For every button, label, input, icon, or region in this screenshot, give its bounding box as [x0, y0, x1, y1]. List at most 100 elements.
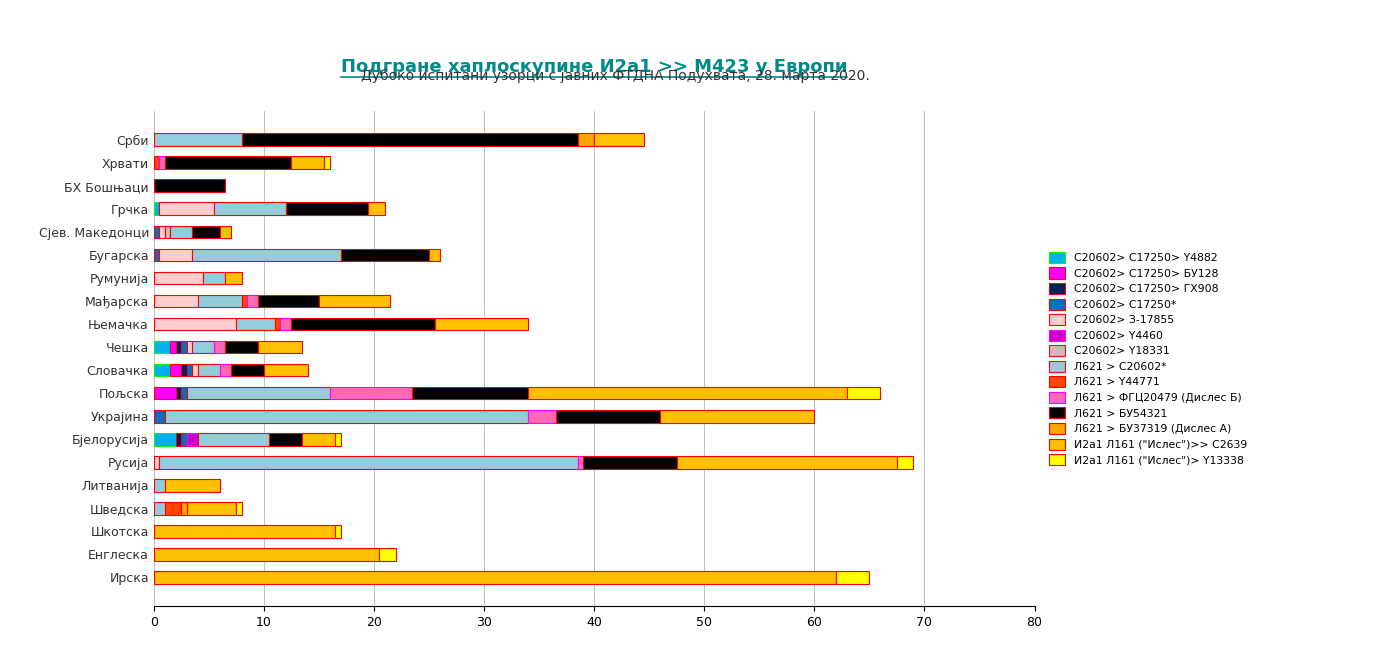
Bar — [154, 226, 159, 238]
Bar — [341, 248, 429, 261]
Bar — [165, 226, 171, 238]
Text: Дубоко испитани узорци с јавних ФТДНА Подухвата, 28. марта 2020.: Дубоко испитани узорци с јавних ФТДНА По… — [361, 68, 870, 83]
Bar — [281, 318, 291, 331]
Bar — [154, 248, 159, 261]
Bar — [435, 318, 528, 331]
Bar — [594, 134, 643, 146]
Bar — [259, 295, 319, 307]
Bar — [199, 433, 270, 445]
Bar — [154, 479, 165, 492]
Bar — [319, 295, 390, 307]
Bar — [660, 410, 814, 422]
Bar — [528, 410, 555, 422]
Bar — [154, 318, 236, 331]
Bar — [324, 156, 330, 169]
Bar — [225, 341, 259, 353]
Bar — [171, 226, 193, 238]
Bar — [203, 272, 225, 284]
Bar — [154, 387, 176, 400]
Bar — [291, 318, 435, 331]
Bar — [171, 341, 176, 353]
Bar — [182, 341, 187, 353]
Bar — [193, 341, 214, 353]
Title: Подгране хаплоскупине И2а1 >> М423 у Европи: Подгране хаплоскупине И2а1 >> М423 у Евр… — [341, 58, 847, 76]
Bar — [242, 295, 247, 307]
Bar — [154, 134, 242, 146]
Bar — [154, 433, 176, 445]
Bar — [165, 410, 528, 422]
Bar — [182, 387, 187, 400]
Bar — [193, 226, 219, 238]
Bar — [555, 410, 660, 422]
Legend: С20602> С17250> Y4882, С20602> С17250> БУ128, С20602> С17250> ГХ908, С20602> С17: С20602> С17250> Y4882, С20602> С17250> Б… — [1048, 252, 1247, 466]
Bar — [336, 433, 341, 445]
Bar — [154, 179, 225, 192]
Bar — [165, 502, 182, 514]
Bar — [159, 226, 165, 238]
Bar — [242, 134, 577, 146]
Bar — [154, 295, 199, 307]
Bar — [214, 203, 287, 215]
Bar — [182, 364, 187, 376]
Bar — [528, 387, 847, 400]
Bar — [264, 364, 308, 376]
Bar — [330, 387, 412, 400]
Bar — [154, 525, 336, 538]
Bar — [836, 571, 870, 584]
Bar — [219, 364, 231, 376]
Bar — [225, 272, 242, 284]
Bar — [199, 295, 242, 307]
Bar — [199, 364, 219, 376]
Bar — [412, 387, 528, 400]
Bar — [193, 248, 341, 261]
Bar — [193, 364, 199, 376]
Bar — [847, 387, 881, 400]
Bar — [154, 272, 203, 284]
Bar — [154, 571, 836, 584]
Bar — [187, 364, 193, 376]
Bar — [187, 502, 236, 514]
Bar — [247, 295, 259, 307]
Bar — [259, 341, 302, 353]
Bar — [159, 156, 165, 169]
Bar — [231, 364, 264, 376]
Bar — [182, 433, 187, 445]
Bar — [429, 248, 440, 261]
Bar — [154, 341, 171, 353]
Bar — [577, 134, 594, 146]
Bar — [159, 203, 214, 215]
Bar — [187, 341, 193, 353]
Bar — [154, 203, 159, 215]
Bar — [898, 456, 913, 469]
Bar — [270, 433, 302, 445]
Bar — [187, 433, 199, 445]
Bar — [176, 387, 182, 400]
Bar — [379, 548, 396, 561]
Bar — [236, 502, 242, 514]
Bar — [219, 226, 231, 238]
Bar — [154, 156, 159, 169]
Bar — [214, 341, 225, 353]
Bar — [336, 525, 341, 538]
Bar — [165, 156, 291, 169]
Bar — [159, 248, 193, 261]
Bar — [287, 203, 369, 215]
Bar — [154, 456, 159, 469]
Bar — [154, 548, 379, 561]
Bar — [583, 456, 677, 469]
Bar — [165, 479, 219, 492]
Bar — [159, 456, 577, 469]
Bar — [187, 387, 330, 400]
Bar — [369, 203, 384, 215]
Bar — [302, 433, 336, 445]
Bar — [236, 318, 275, 331]
Bar — [677, 456, 898, 469]
Bar — [291, 156, 324, 169]
Bar — [171, 364, 182, 376]
Bar — [154, 502, 165, 514]
Bar — [275, 318, 281, 331]
Bar — [154, 410, 165, 422]
Bar — [176, 433, 182, 445]
Bar — [182, 502, 187, 514]
Bar — [154, 364, 171, 376]
